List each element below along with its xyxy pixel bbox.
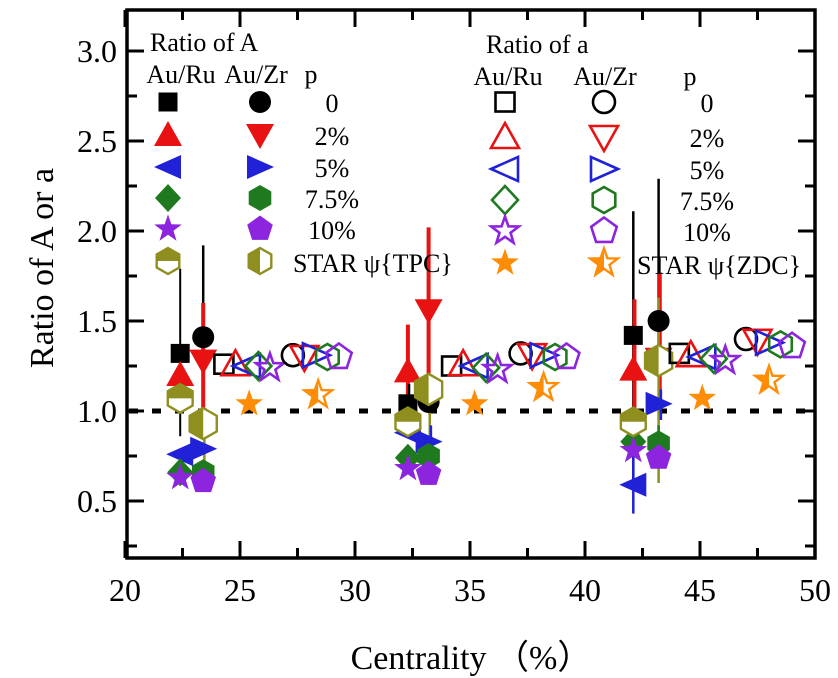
legend-row-label: 2% — [315, 122, 350, 151]
legend-column-header: Au/Zr — [573, 62, 637, 91]
x-tick-label: 35 — [454, 572, 486, 608]
legend-row-label: 7.5% — [680, 187, 734, 216]
axis-ticks — [123, 10, 817, 558]
y-tick-label: 2.5 — [77, 123, 117, 159]
series-a-au-ru-p0 — [170, 325, 643, 414]
legend-column-header: Au/Ru — [146, 60, 215, 89]
series-a-au-zr-star-psi-tpc — [188, 343, 674, 441]
legend-row-label: 10% — [308, 216, 356, 245]
series-a-au-zr-p10 — [190, 444, 672, 493]
series-a-au-zr-p7-5 — [314, 329, 794, 372]
legend-row-label: STAR ψ{ZDC} — [637, 251, 801, 280]
legend-title: Ratio of A — [150, 28, 259, 57]
series-a-au-ru-p2 — [166, 355, 648, 386]
legend-row-label: 5% — [690, 156, 725, 185]
series-a-au-zr-star-psi-zdc — [300, 362, 787, 410]
series-a-au-ru-star-psi-tpc — [166, 382, 647, 438]
legend-column-header: p — [305, 60, 318, 89]
y-tick-label: 2.0 — [77, 213, 117, 249]
legend-row-label: 0 — [326, 89, 339, 118]
series-a-au-ru-star-psi-zdc — [235, 383, 717, 416]
y-tick-labels: 0.5 1.0 1.5 2.0 2.5 3.0 — [77, 33, 117, 519]
legend-ratio-of-a: Ratio of a Au/Ru Au/Zr p0 2% 5%7.5%10% STAR ψ{… — [473, 30, 801, 280]
x-tick-label: 50 — [799, 572, 831, 608]
legend-title: Ratio of a — [486, 30, 589, 59]
legend-row-label: 0 — [701, 89, 714, 118]
legend-column-header: Au/Zr — [224, 60, 288, 89]
x-tick-label: 25 — [224, 572, 256, 608]
y-tick-label: 1.5 — [77, 303, 117, 339]
y-axis-title: Ratio of A or a — [24, 167, 61, 369]
legend-row-label: 10% — [683, 218, 731, 247]
legend-ratio-of-a: Ratio of A Au/Ru Au/Zr p0 2% 5%7.5%10% STAR ψ{… — [146, 28, 452, 278]
legend-column-header: Au/Ru — [473, 62, 542, 91]
series-a-au-ru-p10 — [252, 342, 743, 385]
series-a-au-ru-p10 — [166, 436, 648, 490]
legend-row-label: 7.5% — [305, 185, 359, 214]
x-axis-title: Centrality （%） — [350, 640, 592, 677]
legend-column-header: p — [684, 62, 697, 91]
y-tick-label: 1.0 — [77, 393, 117, 429]
x-tick-label: 45 — [684, 572, 716, 608]
series-a-au-zr-p10 — [324, 331, 807, 370]
x-tick-label: 40 — [569, 572, 601, 608]
x-tick-label: 20 — [109, 572, 141, 608]
legend-row-label: 2% — [690, 124, 725, 153]
x-tick-labels: 20 25 30 35 40 45 50 — [109, 572, 831, 608]
legend-row-label: 5% — [315, 154, 350, 183]
y-tick-label: 0.5 — [77, 483, 117, 519]
y-tick-label: 3.0 — [77, 33, 117, 69]
x-tick-label: 30 — [339, 572, 371, 608]
legend-row-label: STAR ψ{TPC} — [293, 249, 453, 278]
